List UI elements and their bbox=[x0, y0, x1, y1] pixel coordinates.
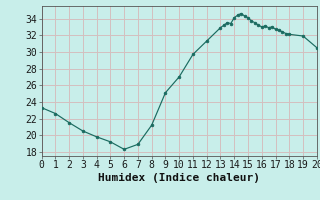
X-axis label: Humidex (Indice chaleur): Humidex (Indice chaleur) bbox=[98, 173, 260, 183]
